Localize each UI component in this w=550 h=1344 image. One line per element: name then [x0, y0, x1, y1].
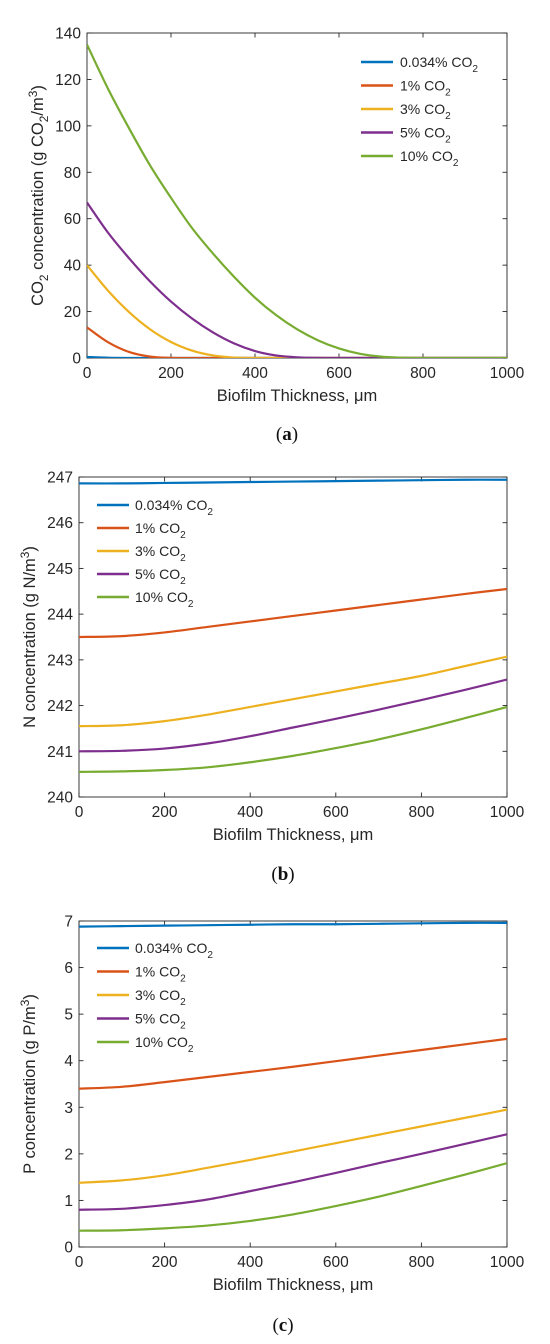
y-tick-label: 244: [47, 607, 73, 624]
x-tick-label: 0: [83, 365, 92, 382]
legend-label-10-co2: 10% CO2: [135, 1034, 194, 1055]
legend-label-5-co2: 5% CO2: [135, 1011, 186, 1032]
series-line-3-co2: [87, 264, 507, 358]
x-tick-label: 800: [408, 804, 434, 821]
x-tick-label: 0: [75, 804, 84, 821]
series-line-10-co2: [87, 44, 507, 358]
series-line-0-034-co2: [79, 478, 507, 485]
legend-label-0-034-co2: 0.034% CO2: [400, 54, 478, 75]
y-tick-label: 3: [64, 1100, 73, 1117]
x-tick-label: 1000: [490, 1254, 525, 1271]
y-tick-label: 0: [72, 351, 81, 368]
x-tick-label: 600: [323, 804, 349, 821]
chart-b: 0 200 400 600 800 1000 240 241 242 243 244 245 246 24…: [18, 470, 525, 886]
y-tick-label: 20: [64, 304, 82, 321]
legend-label-3-co2: 3% CO2: [400, 101, 451, 122]
x-tick-label: 600: [326, 365, 352, 382]
legend-label-3-co2: 3% CO2: [135, 543, 186, 564]
panel-caption: (c): [272, 1315, 293, 1336]
legend-label-0-034-co2: 0.034% CO2: [135, 940, 213, 961]
legend-label-1-co2: 1% CO2: [400, 78, 451, 99]
x-axis-label: Biofilm Thickness, μm: [213, 1276, 374, 1294]
plot-area: [78, 476, 508, 798]
legend-label-10-co2: 10% CO2: [135, 589, 194, 610]
y-tick-label: 1: [64, 1193, 73, 1210]
series-line-5-co2: [87, 201, 507, 358]
plot-area: [86, 32, 508, 359]
y-tick-label: 80: [64, 165, 82, 182]
x-tick-label: 400: [237, 1254, 263, 1271]
y-tick-label: 243: [47, 652, 73, 669]
y-axis-label: CO2 concentration (g CO2/m3): [26, 85, 51, 306]
series-line-5-co2: [79, 1133, 507, 1211]
series-line-0-034-co2: [79, 921, 507, 928]
legend-label-5-co2: 5% CO2: [400, 125, 451, 146]
x-tick-label: 600: [323, 1254, 349, 1271]
y-tick-label: 241: [47, 744, 73, 761]
series-line-1-co2: [87, 326, 507, 358]
x-tick-label: 800: [408, 1254, 434, 1271]
legend-label-10-co2: 10% CO2: [400, 148, 459, 169]
series-line-10-co2: [79, 705, 507, 773]
panel-caption: (b): [271, 864, 294, 885]
series-line-3-co2: [79, 655, 507, 728]
x-axis-label: Biofilm Thickness, μm: [213, 826, 374, 844]
y-tick-label: 0: [64, 1240, 73, 1257]
y-tick-label: 40: [64, 258, 82, 275]
y-tick-label: 60: [64, 211, 82, 228]
series-line-3-co2: [79, 1108, 507, 1184]
x-tick-label: 1000: [490, 804, 525, 821]
y-tick-label: 246: [47, 515, 73, 532]
y-tick-label: 120: [55, 72, 81, 89]
y-tick-label: 7: [64, 914, 73, 931]
y-tick-label: 240: [47, 790, 73, 807]
series-line-1-co2: [79, 1037, 507, 1090]
x-tick-label: 0: [75, 1254, 84, 1271]
chart-a: 0 200 400 600 800 1000 0 20 40 60 80 100 120 140 0.034…: [26, 26, 525, 446]
x-tick-label: 1000: [490, 365, 525, 382]
y-tick-label: 5: [64, 1007, 73, 1024]
y-axis-label: N concentration (g N/m3): [18, 546, 39, 728]
legend-label-0-034-co2: 0.034% CO2: [135, 497, 213, 518]
panel-caption: (a): [276, 424, 298, 445]
y-tick-label: 2: [64, 1146, 73, 1163]
y-tick-label: 247: [47, 470, 73, 487]
chart-c: 0 200 400 600 800 1000 0 1 2 3 4 5 6 7 0.034% CO2 1% CO…: [18, 914, 525, 1337]
x-tick-label: 200: [158, 365, 184, 382]
series-line-1-co2: [79, 587, 507, 639]
series-line-5-co2: [79, 678, 507, 753]
y-tick-label: 6: [64, 960, 73, 977]
x-tick-label: 200: [152, 1254, 178, 1271]
y-tick-label: 245: [47, 561, 73, 578]
y-tick-label: 140: [55, 26, 81, 43]
x-tick-label: 400: [237, 804, 263, 821]
y-tick-label: 100: [55, 118, 81, 135]
y-tick-label: 242: [47, 698, 73, 715]
series-line-10-co2: [79, 1162, 507, 1232]
y-axis-label: P concentration (g P/m3): [18, 994, 39, 1174]
x-tick-label: 200: [152, 804, 178, 821]
legend-label-5-co2: 5% CO2: [135, 566, 186, 587]
legend-label-1-co2: 1% CO2: [135, 964, 186, 985]
x-tick-label: 400: [242, 365, 268, 382]
legend-label-1-co2: 1% CO2: [135, 520, 186, 541]
legend-label-3-co2: 3% CO2: [135, 987, 186, 1008]
y-tick-label: 4: [64, 1053, 73, 1070]
x-axis-label: Biofilm Thickness, μm: [217, 387, 378, 405]
x-tick-label: 800: [410, 365, 436, 382]
